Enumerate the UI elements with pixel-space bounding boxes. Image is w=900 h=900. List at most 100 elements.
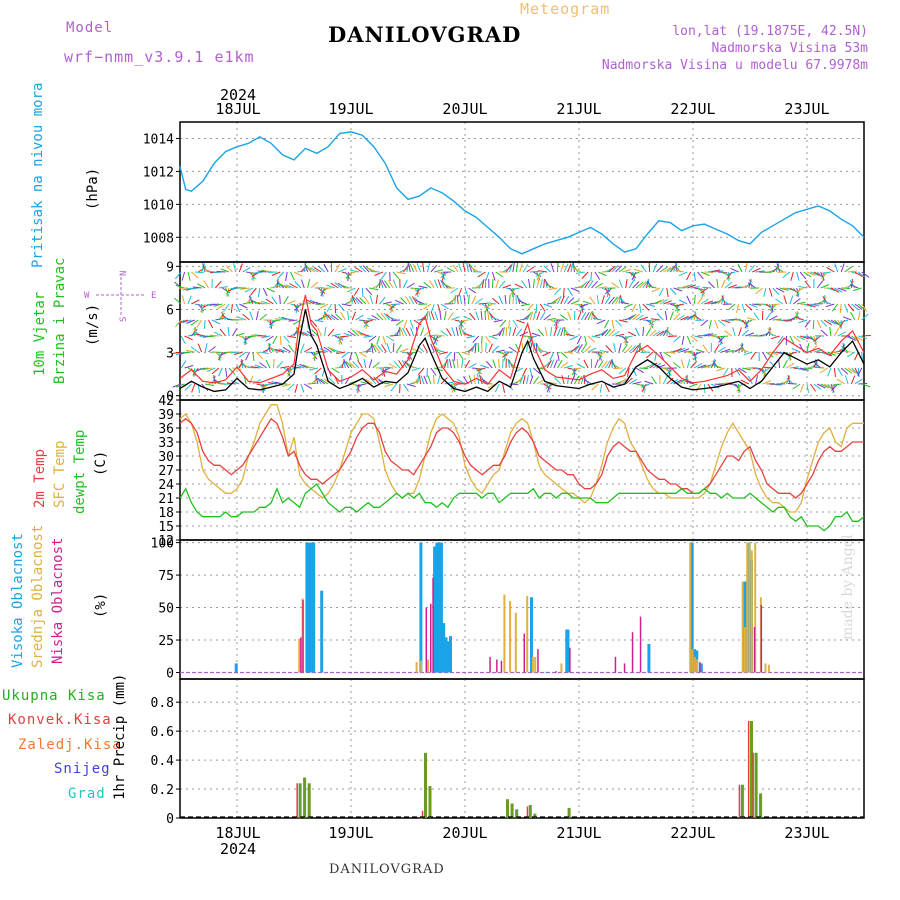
wind-arrow xyxy=(529,375,534,385)
wind-arrow xyxy=(858,382,868,385)
wind-arrow xyxy=(495,271,504,278)
wind-arrow xyxy=(392,279,398,289)
conv-rain-bar xyxy=(526,806,529,818)
wind-arrow xyxy=(789,366,799,369)
high-cloud-bar xyxy=(647,643,651,673)
wind-unit: (m/s) xyxy=(85,304,101,346)
wind-arrow xyxy=(669,287,677,295)
wind-arrow xyxy=(632,281,640,289)
wind-arrow xyxy=(555,319,558,329)
wind-arrow xyxy=(384,366,394,369)
wind-arrow xyxy=(447,312,454,321)
conv-rain-bar xyxy=(738,784,741,818)
wind-arrow xyxy=(752,303,762,306)
cloud-unit: (%) xyxy=(93,593,109,618)
compass-e: E xyxy=(151,291,156,301)
wind-arrow xyxy=(543,265,551,273)
wind-arrow xyxy=(185,349,195,353)
wind-arrow xyxy=(598,286,608,289)
wind-arrow xyxy=(289,283,298,289)
wind-arrow xyxy=(187,271,191,281)
wind-arrow xyxy=(510,366,520,369)
wind-arrow xyxy=(406,263,409,273)
wind-arrow xyxy=(338,303,345,312)
wind-arrow xyxy=(779,287,789,291)
wind-arrow xyxy=(491,297,500,305)
wind-arrow xyxy=(591,280,598,289)
wind-arrow xyxy=(230,303,233,313)
total-rain-bar xyxy=(740,784,744,818)
wind-arrow xyxy=(546,383,551,393)
wind-arrow xyxy=(598,330,606,337)
model-name: wrf−nmm_v3.9.1 e1km xyxy=(64,48,255,66)
mid-cloud-bar xyxy=(427,659,429,673)
wind-arrow xyxy=(379,279,384,289)
wind-arrow xyxy=(820,383,830,389)
high-cloud-bar xyxy=(690,542,694,673)
plot-panels: 1008101010121014036912151821242730333639… xyxy=(143,121,871,827)
wind-arrow xyxy=(634,268,643,273)
wind-arrow xyxy=(468,375,473,385)
wind-arrow xyxy=(695,383,702,392)
wind-arrow xyxy=(356,383,366,387)
wind-arrow xyxy=(232,367,242,370)
wind-arrow xyxy=(457,351,464,360)
wind-arrow xyxy=(365,378,373,385)
wind-arrow xyxy=(556,295,562,305)
wind-arrow xyxy=(554,377,562,385)
wind-arrow xyxy=(570,375,575,385)
wind-arrow xyxy=(583,359,589,369)
wind-arrow xyxy=(411,367,421,371)
wind-arrow xyxy=(635,367,644,374)
wind-arrow xyxy=(799,383,805,393)
wind-arrow xyxy=(458,327,463,337)
wind-arrow xyxy=(286,300,296,305)
wind-arrow xyxy=(575,271,585,274)
wind-arrow xyxy=(673,313,681,321)
wind-arrow xyxy=(485,335,492,344)
wind-arrow xyxy=(420,327,425,337)
wind-arrow xyxy=(526,343,529,353)
wind-arrow xyxy=(408,365,418,369)
wind-arrow xyxy=(630,271,640,276)
wind-arrow xyxy=(477,271,486,278)
wind-arrow xyxy=(255,311,259,321)
wind-arrow xyxy=(451,327,456,337)
wind-arrow xyxy=(618,319,628,323)
wind-arrow xyxy=(789,295,794,305)
wind-arrow xyxy=(262,287,268,297)
wind-arrow xyxy=(439,351,449,355)
wind-arrow xyxy=(346,271,356,275)
wind-arrow xyxy=(812,319,815,330)
wind-arrow xyxy=(666,266,675,273)
wind-arrow xyxy=(825,303,835,308)
wind-arrow xyxy=(476,367,486,372)
y-tick-label: 0 xyxy=(166,390,174,405)
wind-arrow xyxy=(392,271,400,280)
wind-arrow xyxy=(471,295,477,305)
wind-arrow xyxy=(618,266,627,273)
wind-arrow xyxy=(328,377,336,385)
bottom-day-label: 21JUL xyxy=(556,824,601,842)
wind-arrow xyxy=(528,279,531,289)
wind-arrow xyxy=(795,287,804,293)
wind-arrow xyxy=(423,303,432,310)
wind-arrow xyxy=(799,271,807,280)
wind-arrow xyxy=(456,295,459,305)
wind-arrow xyxy=(508,319,510,330)
wind-arrow xyxy=(495,279,500,289)
wind-arrow xyxy=(748,282,756,289)
wind-arrow xyxy=(517,296,524,305)
wind-arrow xyxy=(844,266,853,273)
wind-arrow xyxy=(213,303,223,307)
wind-arrow xyxy=(839,303,842,314)
wind-arrow xyxy=(796,367,806,371)
wind-arrow xyxy=(649,329,657,337)
wind-arrow xyxy=(752,267,761,273)
wind-arrow xyxy=(632,367,637,377)
wind-arrow xyxy=(309,267,319,273)
wind-arrow xyxy=(796,271,800,281)
wind-arrow xyxy=(711,269,721,273)
wind-arrow xyxy=(741,329,749,337)
wind-arrow xyxy=(618,279,623,289)
